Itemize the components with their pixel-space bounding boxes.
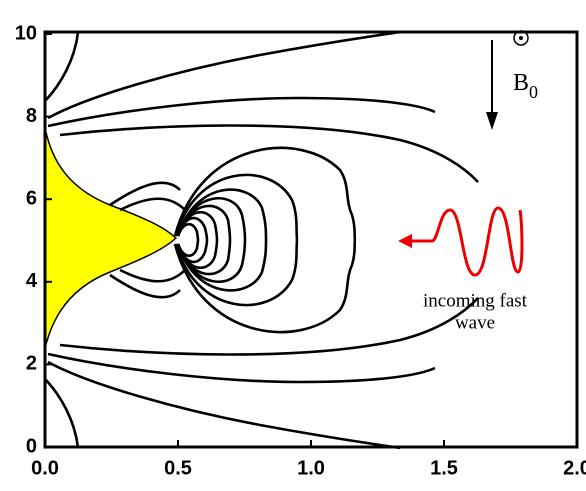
y-tick-label: 6 (26, 187, 37, 209)
x-tick-label: 0.5 (164, 457, 192, 479)
wave-annotation: incoming fast wave (398, 206, 528, 333)
field-symbol-dot (519, 36, 523, 40)
field-annotation: B0 (486, 30, 538, 130)
plot-area (44, 30, 480, 450)
cutoff-region (44, 127, 178, 349)
x-tick-label: 0.0 (31, 457, 59, 479)
wave-label: wave (455, 312, 495, 333)
y-tick-label: 2 (26, 353, 37, 375)
y-tick-label: 0 (26, 435, 37, 457)
field-label-sub: 0 (529, 82, 538, 102)
wave (431, 206, 524, 277)
field-arrowhead (486, 112, 498, 130)
field-label: B0 (513, 70, 538, 102)
field-symbol (513, 30, 529, 46)
x-tick-label: 1.0 (297, 457, 325, 479)
y-tick-label: 10 (15, 22, 37, 44)
wave-label: incoming fast (423, 290, 528, 311)
contours (44, 30, 480, 450)
x-tick-label: 1.5 (430, 457, 458, 479)
field-label-main: B (513, 70, 529, 96)
y-tick-label: 4 (26, 270, 38, 292)
wave-arrowhead (398, 234, 412, 248)
x-tick-label: 2.0 (563, 457, 586, 479)
y-tick-label: 8 (26, 105, 37, 127)
